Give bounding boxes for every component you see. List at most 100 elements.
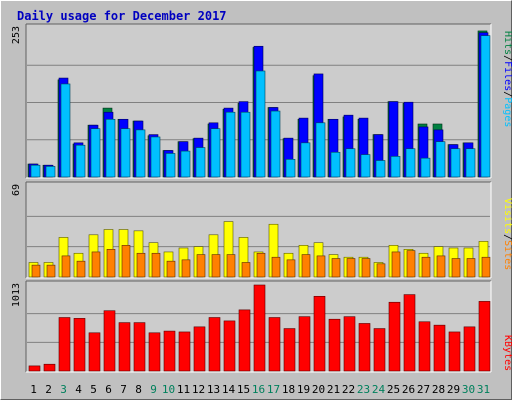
sites-bar [211, 254, 221, 278]
x-tick-label: 6 [105, 383, 112, 396]
pages-bar [45, 166, 56, 178]
sites-bar [196, 254, 206, 278]
pages-bar [450, 148, 461, 178]
kbytes-bar [73, 318, 86, 372]
x-tick-label: 7 [120, 383, 127, 396]
x-tick-label: 9 [150, 383, 157, 396]
sites-bar [241, 262, 251, 278]
y-max-label-1: 253 [11, 26, 22, 44]
legend-panel-2: Visits/Sites [502, 198, 512, 270]
kbytes-bar [58, 317, 71, 372]
kbytes-bar [388, 301, 401, 372]
legend-panel-3: KBytes [502, 335, 512, 371]
sites-bar [406, 250, 416, 278]
sites-bar [361, 258, 371, 278]
x-tick-label: 21 [327, 383, 340, 396]
sites-bar [451, 258, 461, 278]
pages-bar [255, 70, 266, 178]
kbytes-bar [178, 331, 191, 372]
kbytes-bar [463, 326, 476, 372]
x-tick-label: 22 [342, 383, 355, 396]
pages-bar [360, 154, 371, 178]
pages-bar [225, 111, 236, 178]
x-tick-label: 20 [312, 383, 325, 396]
sites-bar [286, 259, 296, 278]
pages-bar [60, 83, 71, 178]
pages-bar [420, 157, 431, 178]
kbytes-bar [358, 323, 371, 372]
pages-bar [75, 144, 86, 178]
chart-title: Daily usage for December 2017 [17, 9, 227, 23]
pages-bar [285, 159, 296, 178]
legend-item: Visits [502, 198, 512, 234]
x-tick-label: 2 [45, 383, 52, 396]
pages-bar [195, 147, 206, 178]
kbytes-bar [238, 309, 251, 372]
x-tick-label: 28 [432, 383, 445, 396]
pages-bar [135, 129, 146, 178]
pages-bar [120, 128, 131, 178]
pages-bar [345, 148, 356, 178]
x-tick-label: 17 [267, 383, 280, 396]
y-max-label-2: 69 [11, 184, 22, 196]
pages-bar [465, 148, 476, 178]
kbytes-bar [43, 363, 56, 372]
kbytes-bar [148, 332, 161, 372]
sites-bar [106, 249, 116, 278]
legend-item: Pages [502, 97, 512, 127]
x-tick-label: 12 [192, 383, 205, 396]
x-tick-label: 31 [477, 383, 490, 396]
pages-bar [330, 151, 341, 178]
y-max-label-3: 1013 [11, 283, 22, 307]
sites-bar [121, 245, 131, 278]
sites-bar [481, 256, 491, 278]
kbytes-bar [268, 317, 281, 372]
x-tick-label: 14 [222, 383, 236, 396]
x-tick-label: 3 [60, 383, 67, 396]
x-tick-label: 5 [90, 383, 97, 396]
sites-bar [376, 263, 386, 278]
sites-bar [76, 260, 86, 278]
legend-item: / [502, 91, 512, 97]
x-tick-label: 16 [252, 383, 265, 396]
kbytes-bar [298, 316, 311, 372]
x-tick-label: 18 [282, 383, 295, 396]
x-tick-label: 27 [417, 383, 430, 396]
kbytes-bar [28, 365, 41, 372]
legend-item: Files [502, 61, 512, 91]
pages-bar [210, 128, 221, 178]
x-tick-label: 25 [387, 383, 400, 396]
pages-bar [405, 148, 416, 178]
kbytes-bar [328, 318, 341, 372]
x-tick-label: 30 [462, 383, 475, 396]
kbytes-bar [88, 332, 101, 372]
pages-bar [435, 141, 446, 178]
x-tick-label: 29 [447, 383, 460, 396]
kbytes-bar [283, 328, 296, 372]
sites-bar [331, 258, 341, 278]
pages-bar [105, 118, 116, 178]
kbytes-bar [118, 322, 131, 372]
sites-bar [421, 256, 431, 278]
kbytes-bar [448, 331, 461, 372]
pages-bar [30, 164, 41, 178]
sites-bar [166, 260, 176, 278]
pages-bar [240, 111, 251, 178]
x-tick-label: 26 [402, 383, 415, 396]
x-tick-label: 13 [207, 383, 220, 396]
kbytes-bar [223, 320, 236, 372]
kbytes-bar [433, 324, 446, 372]
kbytes-bar [193, 326, 206, 372]
x-tick-label: 8 [135, 383, 142, 396]
sites-bar [316, 255, 326, 278]
sites-bar [46, 264, 56, 278]
sites-bar [31, 264, 41, 278]
pages-bar [390, 156, 401, 178]
kbytes-bar [313, 295, 326, 372]
kbytes-bar [343, 316, 356, 372]
x-tick-label: 10 [162, 383, 175, 396]
kbytes-bar [418, 321, 431, 372]
sites-bar [271, 256, 281, 278]
